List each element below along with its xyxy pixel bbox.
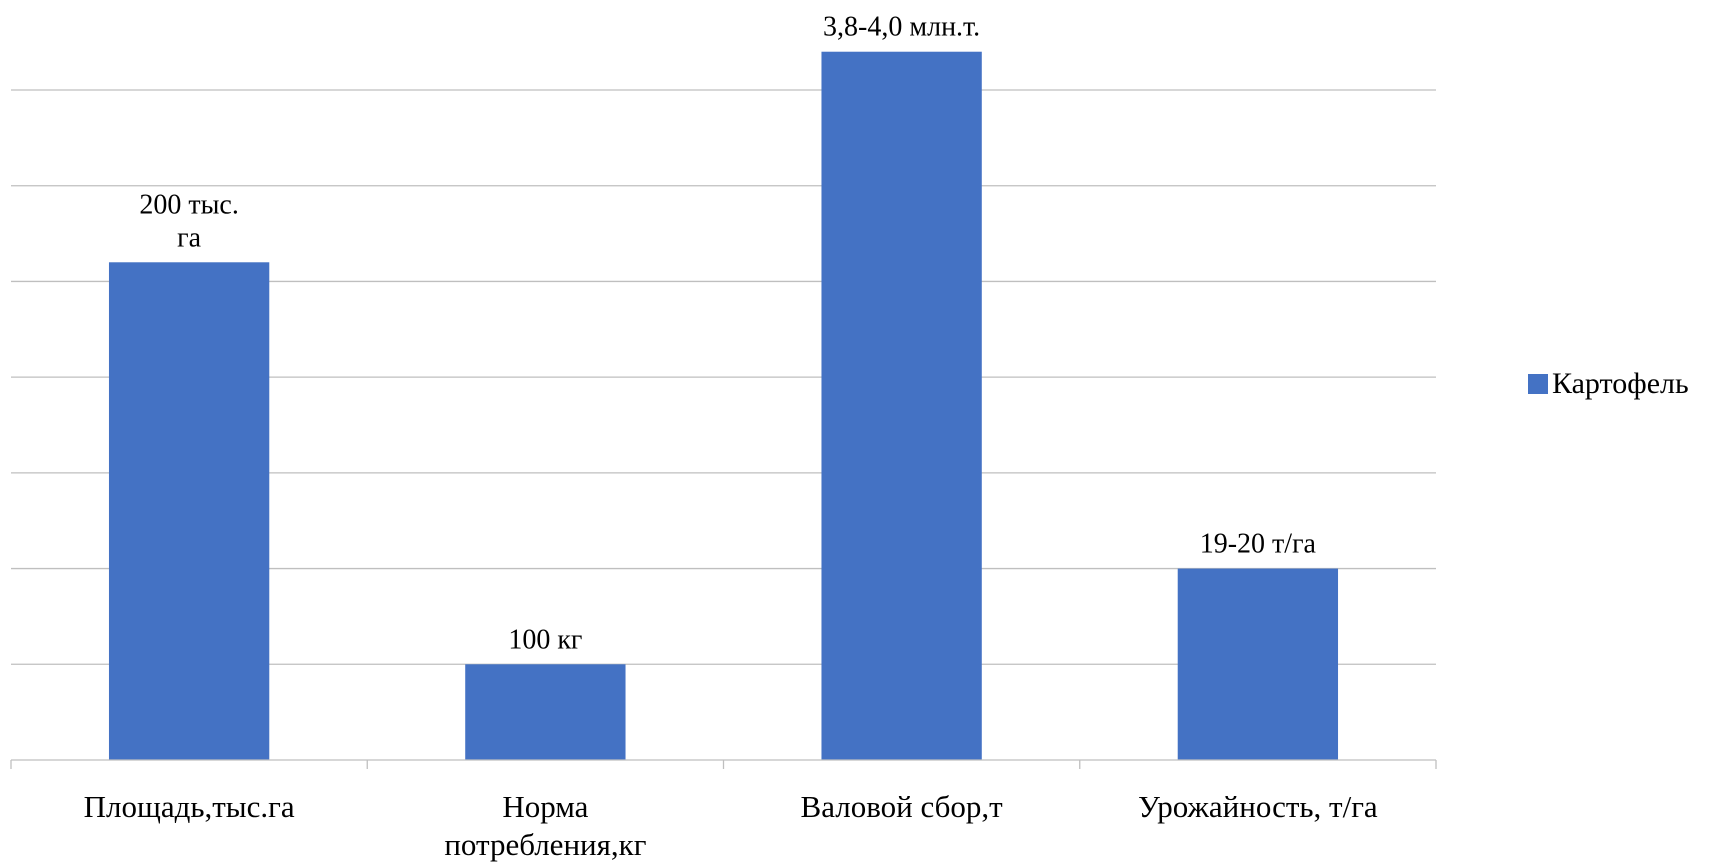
category-label: Валовой сбор,т: [801, 789, 1004, 824]
data-label: 100 кг: [508, 624, 582, 655]
data-label: 200 тыс. га: [139, 189, 238, 253]
data-label: 3,8-4,0 млн.т.: [823, 12, 980, 43]
legend-label: Картофель: [1552, 367, 1689, 400]
data-label: 19-20 т/га: [1200, 529, 1317, 560]
legend-swatch: [1528, 374, 1548, 394]
category-label: Площадь,тыс.га: [84, 789, 295, 824]
bar: [108, 262, 270, 760]
bar: [1177, 568, 1339, 760]
bar: [465, 664, 626, 760]
data-labels: 200 тыс. га 100 кг 3,8-4,0 млн.т. 19-20 т/га: [139, 12, 1316, 656]
category-label: Урожайность, т/га: [1138, 789, 1378, 824]
category-label: Норма потребления,кг: [444, 789, 646, 862]
legend: Картофель: [1528, 367, 1689, 400]
category-labels: Площадь,тыс.га Норма потребления,кг Валовой…: [84, 789, 1378, 862]
bar: [821, 51, 982, 760]
x-axis: [10, 759, 1437, 769]
bars: [108, 51, 1339, 760]
